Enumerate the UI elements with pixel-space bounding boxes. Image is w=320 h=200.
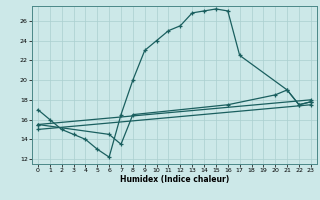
- X-axis label: Humidex (Indice chaleur): Humidex (Indice chaleur): [120, 175, 229, 184]
